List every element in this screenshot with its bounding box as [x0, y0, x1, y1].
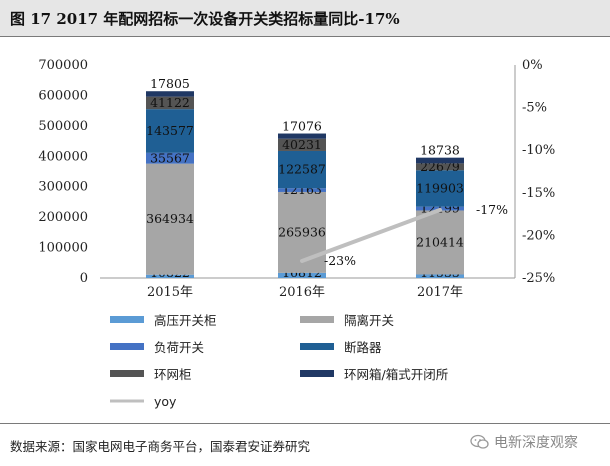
yoy-data-label: -17% [476, 202, 508, 217]
stacked-bar-chart: 0 100000 200000 300000 400000 500000 600000 700… [38, 58, 555, 409]
y-right-tick-label: -25% [522, 271, 555, 286]
data-label: 35567 [150, 150, 190, 165]
y-left-tick-label: 100000 [38, 241, 88, 256]
bar-segment [146, 109, 194, 153]
y-right-tick-label: -15% [522, 186, 555, 201]
legend-swatch [110, 343, 144, 350]
x-tick-label: 2015年 [147, 285, 193, 300]
data-label: 18738 [420, 143, 460, 158]
legend-label: 断路器 [344, 340, 382, 355]
bar-segment [416, 170, 464, 207]
top-divider [0, 36, 610, 37]
bar-segment [278, 150, 326, 189]
legend-swatch [110, 370, 144, 377]
y-right-tick-label: 0% [522, 58, 543, 73]
legend-label: 环网箱/箱式开闭所 [344, 367, 448, 382]
y-left-tick-label: 700000 [38, 58, 88, 73]
y-right-tick-label: -10% [522, 143, 555, 158]
legend-swatch [110, 316, 144, 323]
y-right-tick-label: -20% [522, 228, 555, 243]
data-label: 41122 [150, 95, 190, 110]
legend-label: 环网柜 [154, 367, 192, 382]
legend-swatch [300, 316, 334, 323]
figure-title: 图 17 2017 年配网招标一次设备开关类招标量同比-17% [10, 9, 400, 28]
bottom-divider [0, 423, 610, 424]
legend-swatch [300, 370, 334, 377]
bar-segment [146, 274, 194, 278]
data-label: 119903 [416, 181, 464, 196]
y-left-tick-label: 300000 [38, 180, 88, 195]
title-bar: 图 17 2017 年配网招标一次设备开关类招标量同比-17% [0, 0, 610, 36]
data-label: 210414 [416, 234, 464, 249]
legend-label: yoy [154, 394, 177, 409]
y-left-tick-label: 400000 [38, 149, 88, 164]
y-left-tick-label: 0 [80, 271, 88, 286]
bar-segment [278, 133, 326, 139]
data-label: 265936 [278, 224, 326, 239]
y-right-tick-label: -5% [522, 101, 547, 116]
y-left-tick-label: 600000 [38, 88, 88, 103]
watermark: 电新深度观察 [470, 432, 578, 452]
data-label: 17076 [282, 119, 322, 134]
data-label: 40231 [282, 137, 322, 152]
bar-segment [146, 91, 194, 97]
data-label: 17805 [150, 76, 190, 91]
legend-swatch [300, 343, 334, 350]
bar-segment [416, 210, 464, 275]
y-left-tick-label: 200000 [38, 210, 88, 225]
data-label: 364934 [146, 211, 194, 226]
bar-segment [416, 163, 464, 171]
x-tick-label: 2017年 [417, 285, 463, 300]
bar-segment [416, 157, 464, 164]
data-label: 122587 [278, 162, 326, 177]
watermark-text: 电新深度观察 [494, 435, 578, 451]
x-tick-label: 2016年 [279, 285, 325, 300]
legend-label: 高压开关柜 [154, 313, 217, 328]
yoy-line [300, 207, 442, 263]
data-label: 143577 [146, 123, 194, 138]
bar-segment [146, 163, 194, 275]
bar-segment [278, 188, 326, 192]
y-left-tick-label: 500000 [38, 119, 88, 134]
bar-segment [278, 138, 326, 151]
legend-label: 负荷开关 [154, 340, 204, 355]
yoy-data-label: -23% [324, 253, 356, 268]
legend-label: 隔离开关 [344, 313, 394, 328]
wechat-icon [470, 434, 489, 449]
bar-segment [146, 152, 194, 164]
bar-segment [278, 272, 326, 278]
bar-segment [416, 274, 464, 278]
source-note: 数据来源：国家电网电子商务平台，国泰君安证券研究 [10, 439, 311, 454]
bar-segment [146, 96, 194, 110]
